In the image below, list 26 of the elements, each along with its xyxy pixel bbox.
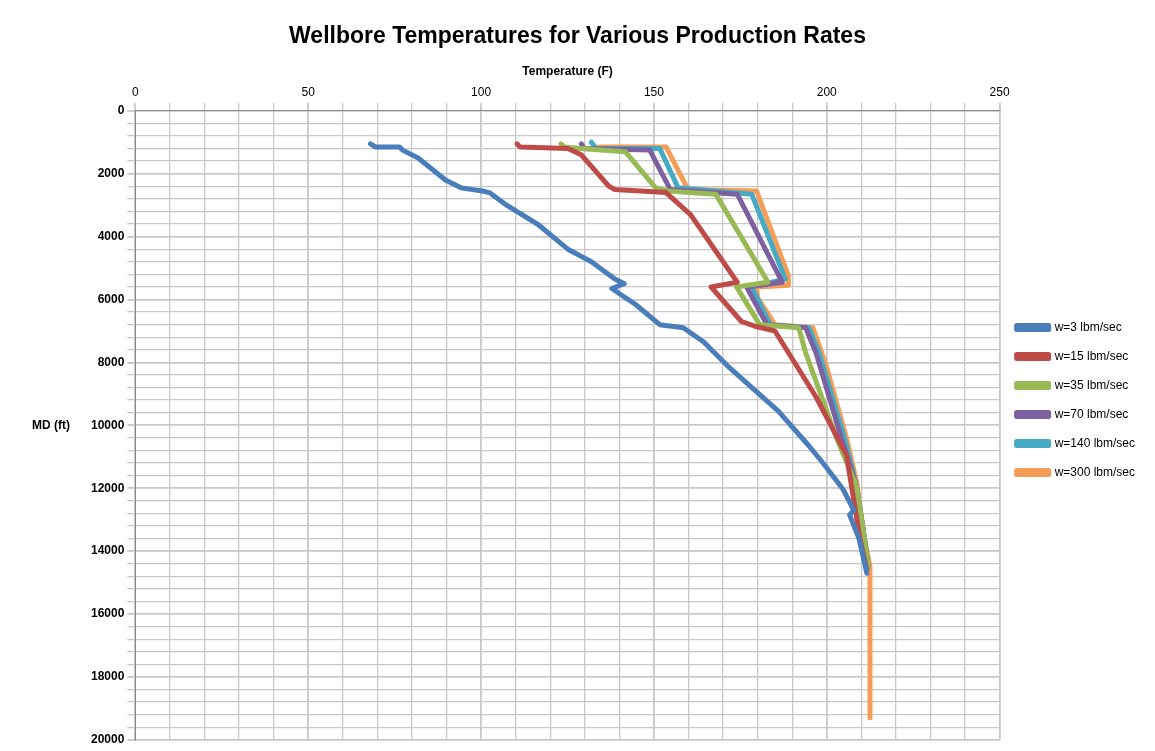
legend-label: w=35 lbm/sec xyxy=(1053,377,1129,392)
x-tick-label: 0 xyxy=(132,84,140,99)
legend-label: w=15 lbm/sec xyxy=(1053,348,1129,363)
y-tick-label: 10000 xyxy=(90,417,125,432)
chart-title: Wellbore Temperatures for Various Production Rates xyxy=(288,22,867,49)
y-tick-label: 14000 xyxy=(90,543,125,558)
legend-label: w=140 lbm/sec xyxy=(1053,435,1135,450)
y-axis-title: MD (ft) xyxy=(32,417,70,432)
y-tick-label: 20000 xyxy=(90,732,125,747)
y-tick-label: 0 xyxy=(117,103,125,118)
x-tick-label: 200 xyxy=(816,84,838,99)
y-tick-label: 8000 xyxy=(97,354,125,369)
y-tick-label: 12000 xyxy=(90,480,125,495)
legend-label: w=3 lbm/sec xyxy=(1053,319,1122,334)
x-tick-label: 250 xyxy=(989,84,1010,99)
x-tick-label: 150 xyxy=(643,84,665,99)
y-tick-label: 4000 xyxy=(97,228,125,243)
x-tick-label: 100 xyxy=(471,84,492,99)
y-tick-label: 16000 xyxy=(90,606,125,621)
y-tick-label: 18000 xyxy=(90,669,125,684)
x-axis-title: Temperature (F) xyxy=(522,63,613,78)
x-tick-label: 50 xyxy=(301,84,316,99)
y-tick-label: 2000 xyxy=(97,166,125,181)
legend-label: w=300 lbm/sec xyxy=(1053,464,1135,479)
legend-label: w=70 lbm/sec xyxy=(1053,406,1129,421)
y-tick-label: 6000 xyxy=(97,291,125,306)
